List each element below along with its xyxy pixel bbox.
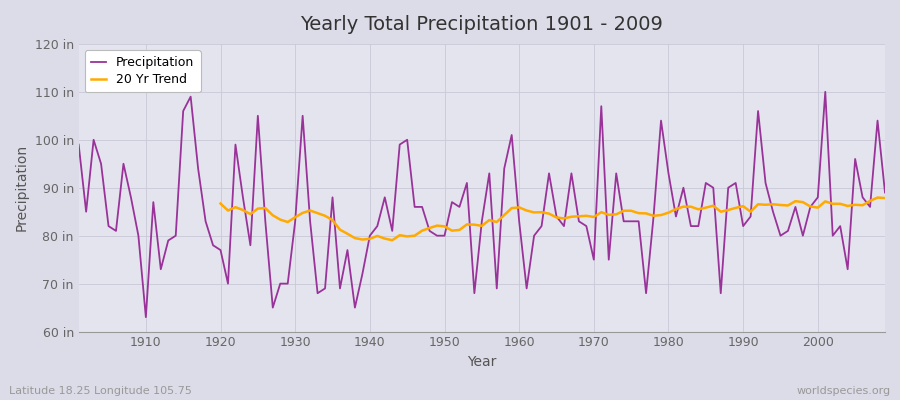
X-axis label: Year: Year <box>467 355 497 369</box>
Precipitation <box>879 190 890 195</box>
Precipitation <box>73 142 84 147</box>
Precipitation <box>140 315 151 320</box>
20 Yr Trend <box>775 202 786 207</box>
Legend: Precipitation, 20 Yr Trend: Precipitation, 20 Yr Trend <box>85 50 201 92</box>
Text: worldspecies.org: worldspecies.org <box>796 386 891 396</box>
20 Yr Trend <box>387 238 398 243</box>
Precipitation <box>521 286 532 291</box>
Precipitation <box>514 219 525 224</box>
20 Yr Trend <box>305 208 316 213</box>
Line: Precipitation: Precipitation <box>78 92 885 317</box>
Title: Yearly Total Precipitation 1901 - 2009: Yearly Total Precipitation 1901 - 2009 <box>301 15 663 34</box>
20 Yr Trend <box>215 201 226 206</box>
Precipitation <box>349 305 360 310</box>
20 Yr Trend <box>872 195 883 200</box>
20 Yr Trend <box>686 204 697 209</box>
20 Yr Trend <box>879 196 890 200</box>
Precipitation <box>305 219 316 224</box>
Precipitation <box>820 90 831 94</box>
Precipitation <box>133 233 144 238</box>
Y-axis label: Precipitation: Precipitation <box>15 144 29 231</box>
20 Yr Trend <box>857 203 868 208</box>
20 Yr Trend <box>424 226 435 230</box>
Text: Latitude 18.25 Longitude 105.75: Latitude 18.25 Longitude 105.75 <box>9 386 192 396</box>
Precipitation <box>611 171 622 176</box>
Line: 20 Yr Trend: 20 Yr Trend <box>220 198 885 240</box>
20 Yr Trend <box>790 199 801 204</box>
